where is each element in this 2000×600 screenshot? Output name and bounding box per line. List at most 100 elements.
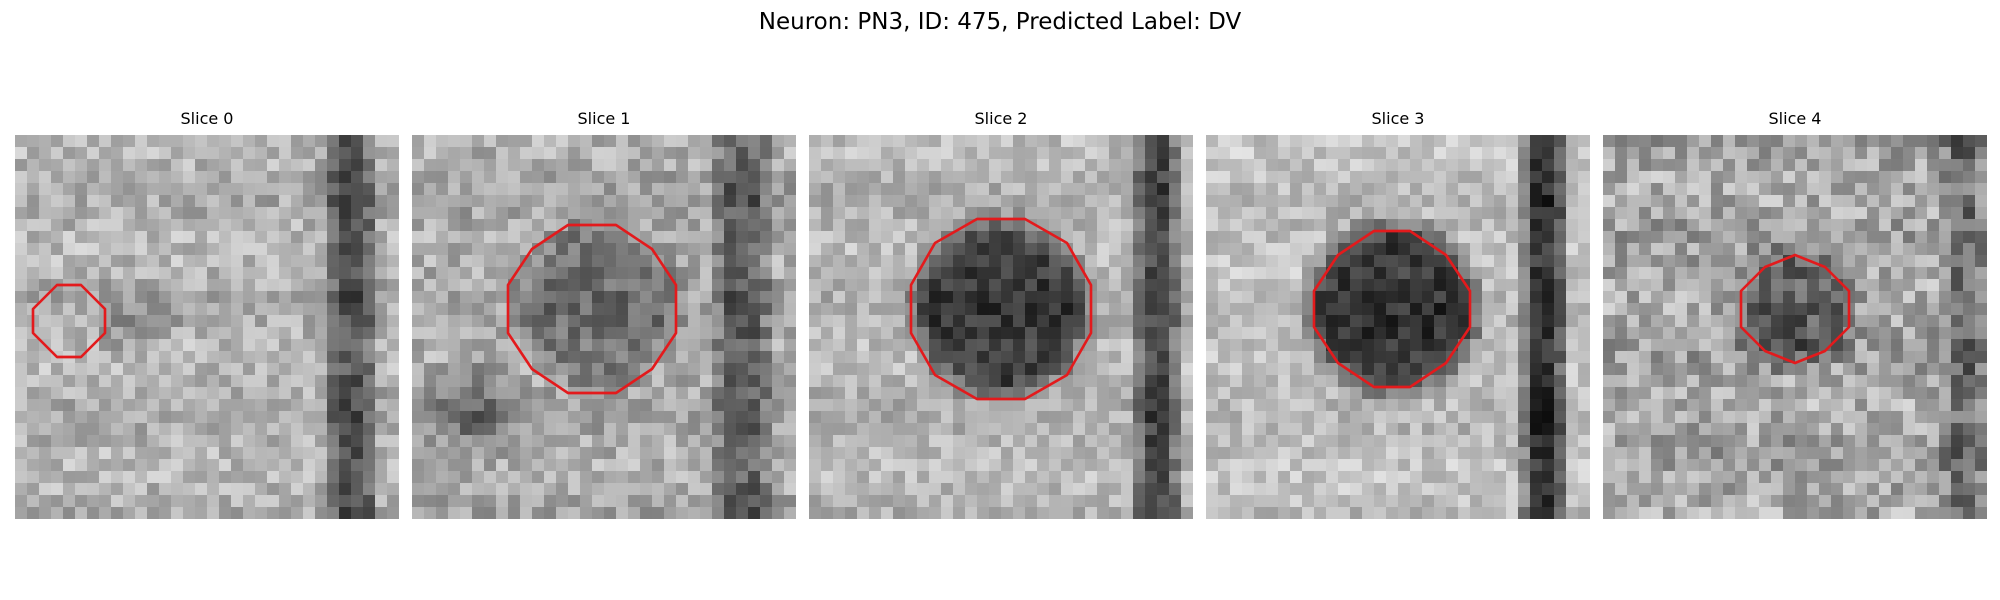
pixel xyxy=(1639,291,1651,303)
pixel xyxy=(1446,459,1458,471)
pixel xyxy=(1711,291,1723,303)
pixel xyxy=(135,219,147,231)
pixel xyxy=(1615,339,1627,351)
pixel xyxy=(1915,423,1927,435)
pixel xyxy=(63,183,75,195)
pixel xyxy=(1266,375,1278,387)
pixel xyxy=(1386,363,1398,375)
pixel xyxy=(1939,219,1951,231)
pixel xyxy=(436,279,448,291)
pixel xyxy=(339,339,351,351)
pixel xyxy=(1037,183,1049,195)
pixel xyxy=(1855,243,1867,255)
pixel xyxy=(1554,171,1566,183)
pixel xyxy=(1494,507,1506,519)
pixel xyxy=(207,147,219,159)
pixel xyxy=(640,435,652,447)
pixel xyxy=(1254,255,1266,267)
pixel xyxy=(881,483,893,495)
pixel xyxy=(1771,147,1783,159)
pixel xyxy=(1073,507,1085,519)
pixel xyxy=(712,423,724,435)
pixel xyxy=(989,207,1001,219)
pixel xyxy=(857,363,869,375)
pixel xyxy=(1506,351,1518,363)
pixel xyxy=(315,507,327,519)
pixel xyxy=(676,291,688,303)
pixel xyxy=(1903,135,1915,147)
pixel xyxy=(51,231,63,243)
pixel xyxy=(712,255,724,267)
pixel xyxy=(1350,495,1362,507)
pixel xyxy=(760,159,772,171)
pixel xyxy=(1867,207,1879,219)
pixel xyxy=(628,447,640,459)
pixel xyxy=(1109,255,1121,267)
pixel xyxy=(1627,399,1639,411)
pixel xyxy=(15,339,27,351)
pixel xyxy=(1819,435,1831,447)
pixel xyxy=(1663,339,1675,351)
pixel xyxy=(1181,183,1193,195)
pixel xyxy=(929,495,941,507)
pixel xyxy=(1687,411,1699,423)
pixel xyxy=(1879,135,1891,147)
pixel xyxy=(1651,135,1663,147)
pixel xyxy=(724,399,736,411)
pixel xyxy=(544,459,556,471)
pixel xyxy=(1230,423,1242,435)
pixel xyxy=(652,147,664,159)
pixel xyxy=(508,447,520,459)
pixel xyxy=(508,411,520,423)
pixel xyxy=(1338,483,1350,495)
pixel xyxy=(1470,159,1482,171)
pixel xyxy=(1482,435,1494,447)
pixel xyxy=(460,291,472,303)
pixel xyxy=(1747,447,1759,459)
pixel xyxy=(39,135,51,147)
pixel xyxy=(1338,447,1350,459)
pixel xyxy=(736,171,748,183)
pixel xyxy=(51,435,63,447)
pixel xyxy=(640,423,652,435)
pixel xyxy=(448,279,460,291)
pixel xyxy=(869,483,881,495)
pixel xyxy=(1843,135,1855,147)
pixel xyxy=(1530,471,1542,483)
pixel xyxy=(255,483,267,495)
pixel xyxy=(1121,219,1133,231)
pixel xyxy=(327,375,339,387)
pixel xyxy=(1963,267,1975,279)
pixel xyxy=(496,411,508,423)
pixel xyxy=(387,315,399,327)
pixel xyxy=(1242,243,1254,255)
pixel xyxy=(1218,339,1230,351)
pixel xyxy=(351,291,363,303)
pixel xyxy=(1939,447,1951,459)
pixel xyxy=(135,435,147,447)
pixel xyxy=(484,135,496,147)
pixel xyxy=(1639,411,1651,423)
pixel xyxy=(1771,315,1783,327)
pixel xyxy=(1939,351,1951,363)
pixel xyxy=(363,327,375,339)
pixel xyxy=(171,291,183,303)
pixel xyxy=(387,279,399,291)
pixel xyxy=(1711,351,1723,363)
pixel xyxy=(1446,495,1458,507)
pixel xyxy=(375,435,387,447)
pixel xyxy=(219,387,231,399)
pixel xyxy=(111,303,123,315)
pixel xyxy=(1747,459,1759,471)
pixel xyxy=(159,375,171,387)
pixel xyxy=(472,231,484,243)
pixel xyxy=(1230,303,1242,315)
pixel xyxy=(1975,147,1987,159)
pixel xyxy=(712,183,724,195)
pixel xyxy=(592,315,604,327)
pixel xyxy=(1723,231,1735,243)
pixel xyxy=(1879,231,1891,243)
pixel xyxy=(1037,447,1049,459)
pixel xyxy=(1458,447,1470,459)
pixel xyxy=(1843,363,1855,375)
